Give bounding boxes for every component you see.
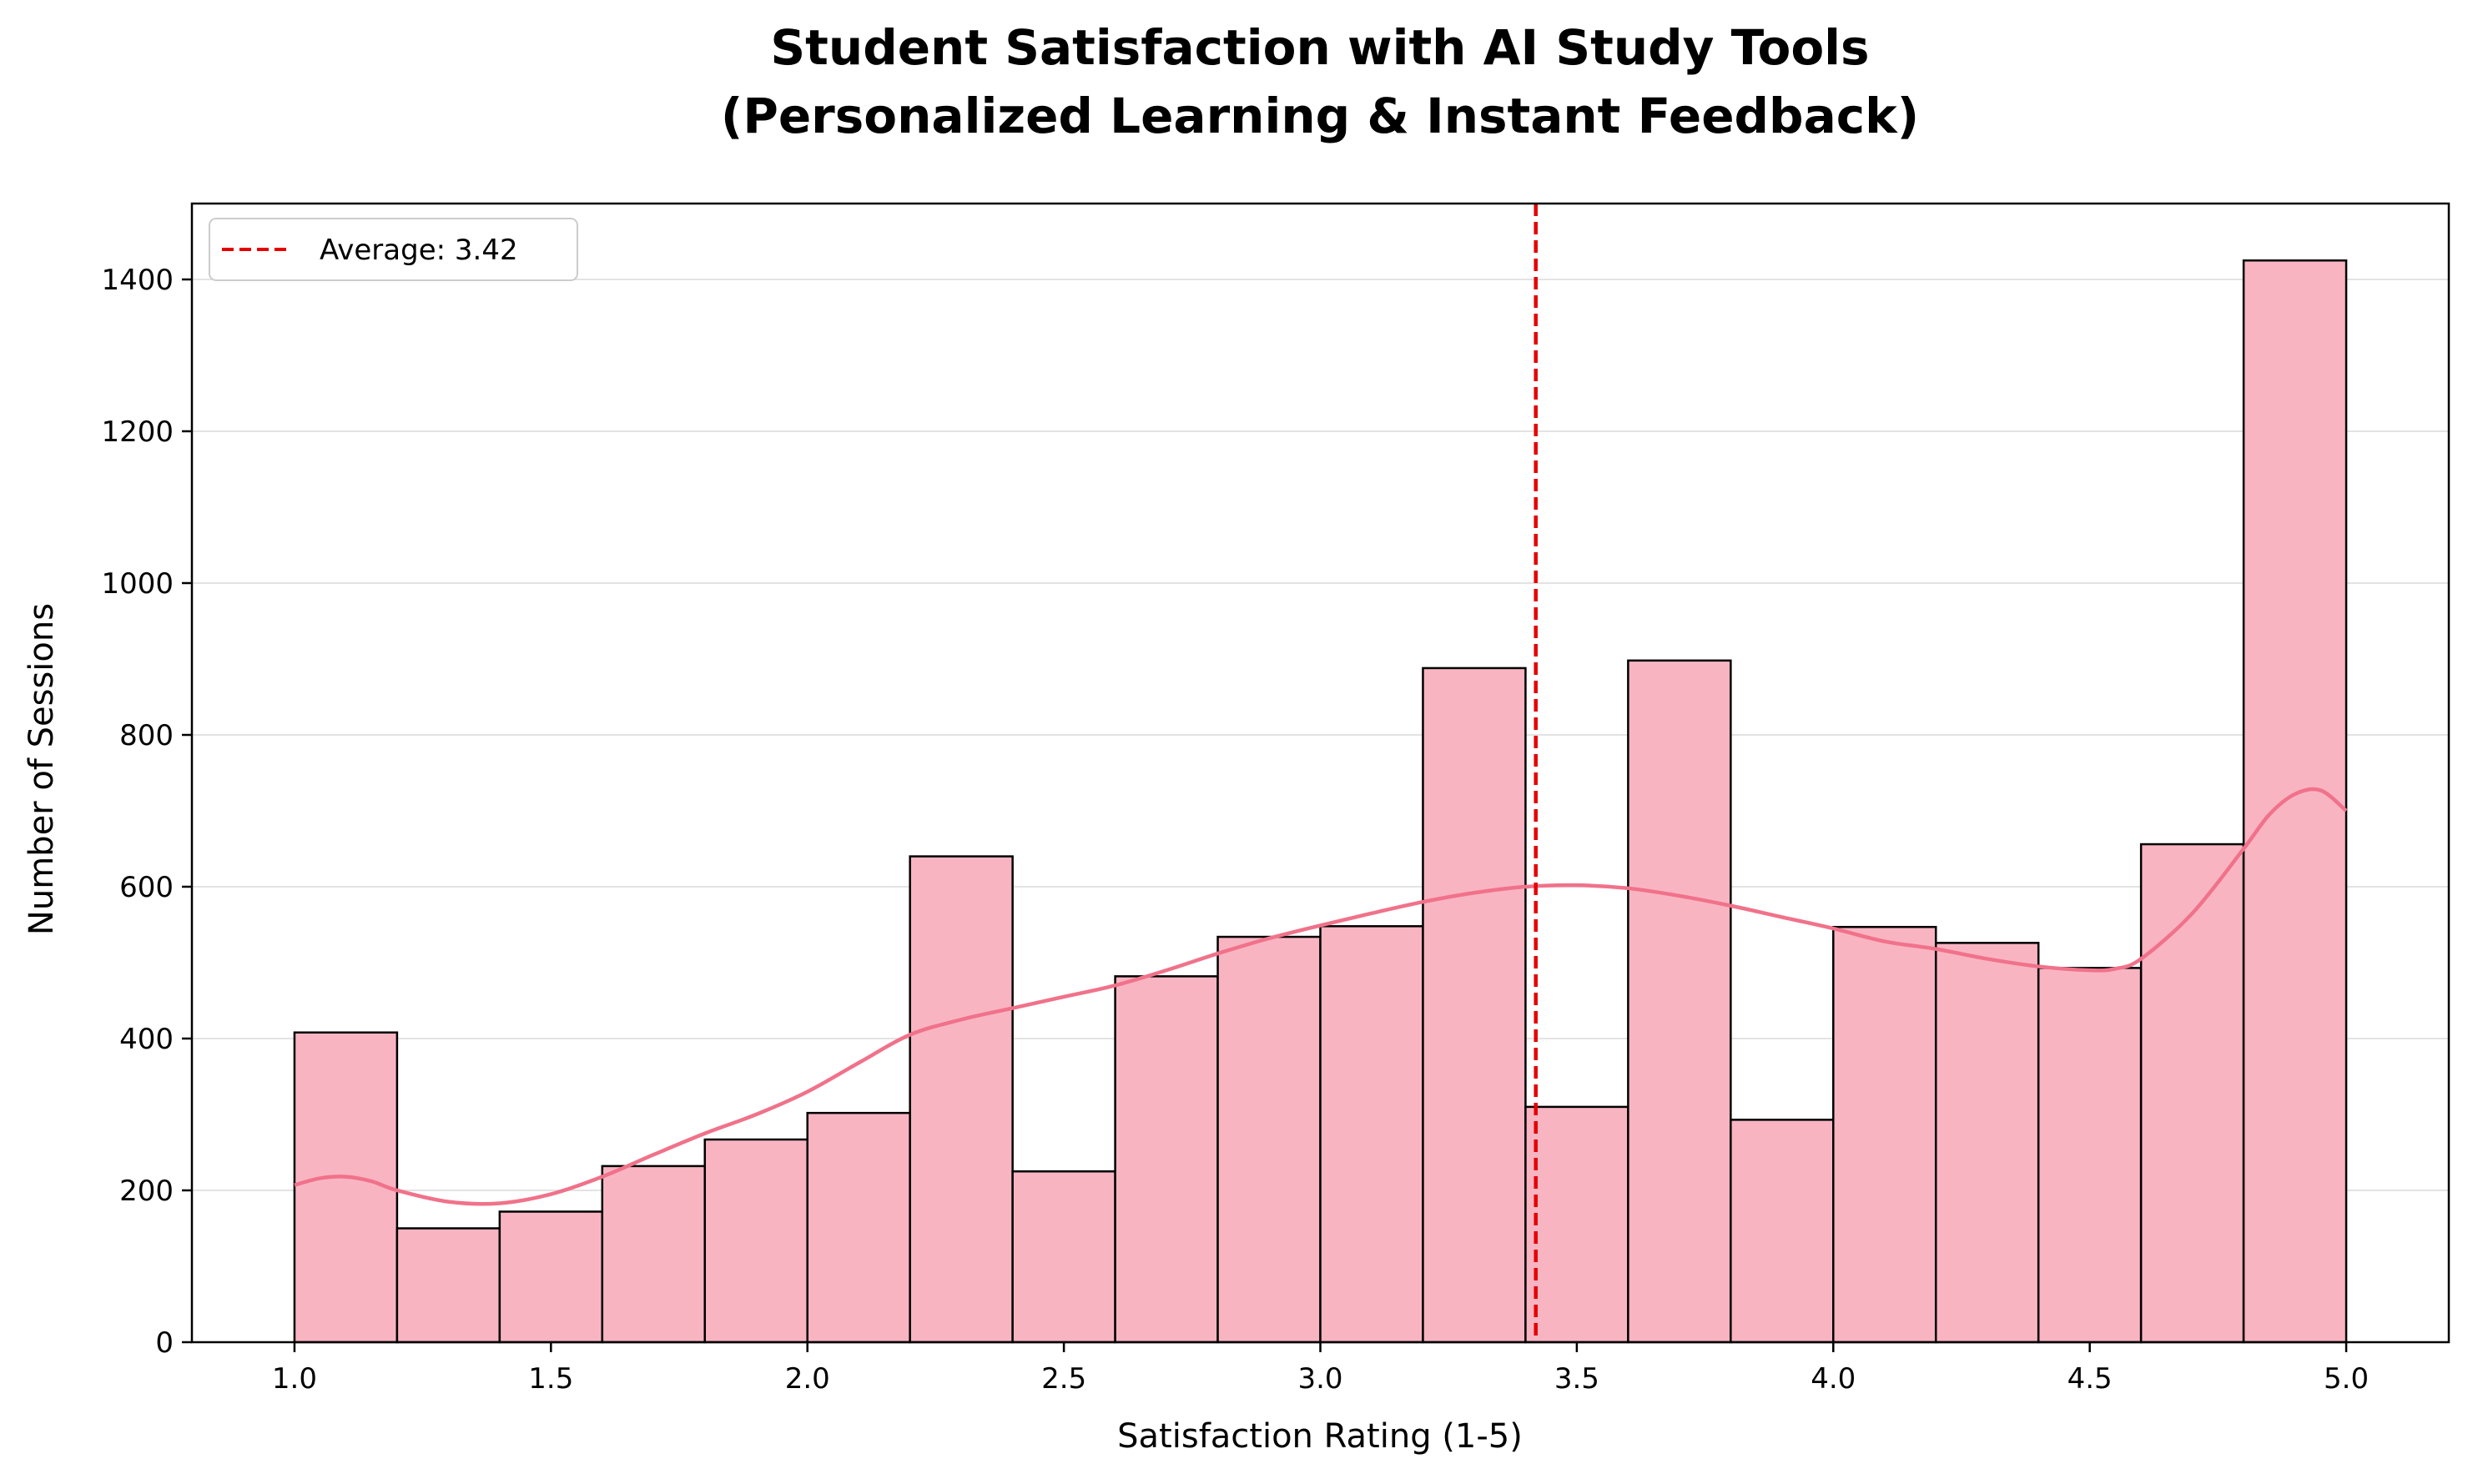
histogram-bar-7: [1011, 1170, 1116, 1344]
histogram-bar-14: [1730, 1119, 1835, 1344]
histogram-bar-13: [1627, 659, 1732, 1344]
x-axis-label: Satisfaction Rating (1-5): [1117, 1417, 1523, 1456]
kde-layer: [294, 787, 2348, 1206]
x-tick-label-0: 1.0: [272, 1362, 317, 1396]
histogram-bar-10: [1319, 925, 1424, 1344]
histogram-bar-9: [1216, 935, 1322, 1344]
histogram-bar-18: [2139, 843, 2245, 1344]
y-tick-label-0: 0: [155, 1326, 174, 1360]
histogram-bar-8: [1114, 975, 1219, 1344]
x-axis-ticks: 1.0 1.5 2.0 2.5 3.0 3.5 4.0 4.5 5.0: [272, 1342, 2369, 1396]
y-tick-label-5: 1000: [101, 567, 174, 601]
y-tick-label-7: 1400: [101, 264, 174, 297]
y-tick-label-6: 1200: [101, 415, 174, 449]
kde-curve: [294, 787, 2348, 1206]
histogram-bar-17: [2037, 967, 2143, 1344]
legend-average-label: Average: 3.42: [320, 234, 518, 267]
x-tick-label-1: 1.5: [528, 1362, 573, 1396]
histogram-bar-3: [601, 1165, 707, 1344]
bars-layer: [293, 259, 2348, 1344]
histogram-bar-15: [1832, 925, 1937, 1344]
y-tick-label-3: 600: [119, 871, 174, 904]
x-tick-label-8: 5.0: [2324, 1362, 2369, 1396]
histogram-bar-4: [703, 1138, 808, 1344]
histogram-bar-19: [2242, 259, 2348, 1344]
x-tick-label-2: 2.0: [785, 1362, 830, 1396]
x-tick-label-4: 3.0: [1297, 1362, 1342, 1396]
y-axis-ticks: 0 200 400 600 800 1000 1200 1400: [101, 264, 192, 1360]
y-tick-label-1: 200: [119, 1175, 174, 1208]
histogram-bar-5: [806, 1111, 911, 1344]
histogram-bar-6: [909, 855, 1014, 1344]
histogram-bar-16: [1934, 942, 2040, 1344]
chart-title-line-2: (Personalized Learning & Instant Feedbac…: [721, 88, 1919, 144]
histogram-bar-1: [395, 1227, 501, 1344]
x-tick-label-5: 3.5: [1554, 1362, 1599, 1396]
y-tick-label-2: 400: [119, 1023, 174, 1056]
histogram-bar-0: [293, 1031, 399, 1344]
x-tick-label-7: 4.5: [2068, 1362, 2113, 1396]
legend: Average: 3.42: [209, 218, 578, 281]
y-axis-label: Number of Sessions: [23, 603, 61, 935]
legend-box: [209, 218, 578, 281]
y-tick-label-4: 800: [119, 719, 174, 752]
histogram-bar-2: [498, 1210, 604, 1344]
x-tick-label-3: 2.5: [1041, 1362, 1086, 1396]
histogram-bar-11: [1422, 667, 1527, 1344]
x-tick-label-6: 4.0: [1811, 1362, 1856, 1396]
histogram-bar-12: [1524, 1105, 1629, 1344]
chart-title-line-1: Student Satisfaction with AI Study Tools: [770, 19, 1869, 76]
